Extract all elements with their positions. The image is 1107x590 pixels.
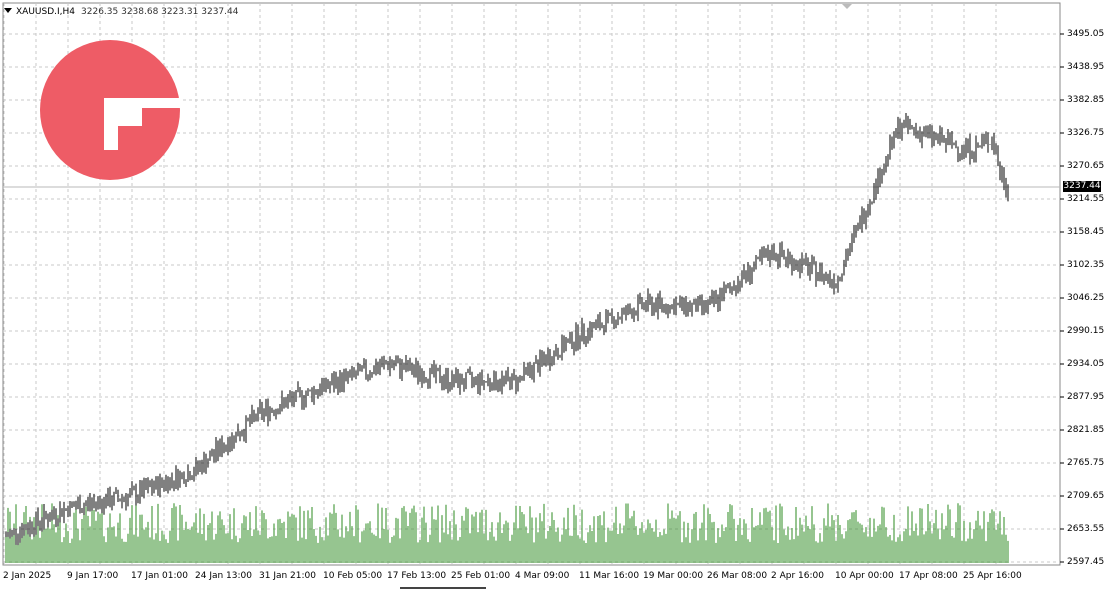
y-tick-label: 3046.25 — [1067, 293, 1105, 303]
chart-header: XAUUSD.I,H4 3226.35 3238.68 3223.31 3237.… — [4, 6, 238, 18]
y-tick-label: 3438.95 — [1067, 62, 1105, 72]
y-tick-label: 3495.05 — [1067, 29, 1105, 39]
y-tick-label: 2990.15 — [1067, 326, 1105, 336]
x-tick-label: 25 Feb 01:00 — [451, 571, 511, 581]
x-tick-label: 2 Apr 16:00 — [771, 571, 824, 581]
y-tick-label: 2709.65 — [1067, 491, 1105, 501]
ohlc-readout: 3226.35 3238.68 3223.31 3237.44 — [81, 7, 239, 17]
x-tick-label: 19 Mar 00:00 — [643, 571, 704, 581]
scroll-marker-icon[interactable] — [842, 4, 852, 9]
y-tick-label: 2653.55 — [1067, 524, 1105, 534]
x-tick-label: 31 Jan 21:00 — [259, 571, 316, 581]
y-tick-label: 3270.65 — [1067, 161, 1105, 171]
y-tick-label: 2934.05 — [1067, 359, 1105, 369]
symbol-label: XAUUSD.I,H4 — [16, 7, 76, 17]
x-tick-label: 26 Mar 08:00 — [707, 571, 768, 581]
x-tick-label: 9 Jan 17:00 — [67, 571, 119, 581]
x-tick-label: 10 Apr 00:00 — [835, 571, 894, 581]
x-tick-label: 10 Feb 05:00 — [323, 571, 383, 581]
y-tick-label: 2821.85 — [1067, 425, 1105, 435]
fx-logo-icon — [40, 40, 182, 180]
x-tick-label: 4 Mar 09:00 — [515, 571, 570, 581]
x-tick-label: 17 Jan 01:00 — [131, 571, 188, 581]
volume-histogram — [5, 503, 1009, 563]
ohlc-bars — [5, 112, 1009, 546]
y-tick-label: 2597.45 — [1067, 557, 1105, 567]
current-price-tag: 3237.44 — [1063, 181, 1101, 192]
y-tick-label: 3382.85 — [1067, 95, 1105, 105]
y-tick-label: 2765.75 — [1067, 458, 1105, 468]
y-tick-label: 3158.45 — [1067, 227, 1105, 237]
x-tick-label: 11 Mar 16:00 — [579, 571, 640, 581]
x-tick-label: 25 Apr 16:00 — [963, 571, 1022, 581]
plot-area — [2, 2, 1061, 566]
y-tick-label: 3102.35 — [1067, 260, 1105, 270]
y-tick-label: 2877.95 — [1067, 392, 1105, 402]
x-tick-label: 17 Apr 08:00 — [899, 571, 958, 581]
dropdown-triangle-icon[interactable] — [4, 8, 12, 13]
grid-lines — [3, 3, 1064, 565]
x-tick-label: 17 Feb 13:00 — [387, 571, 447, 581]
x-tick-label: 2 Jan 2025 — [3, 571, 52, 581]
x-tick-label: 24 Jan 13:00 — [195, 571, 252, 581]
y-tick-label: 3214.55 — [1067, 194, 1105, 204]
y-tick-label: 3326.75 — [1067, 128, 1105, 138]
